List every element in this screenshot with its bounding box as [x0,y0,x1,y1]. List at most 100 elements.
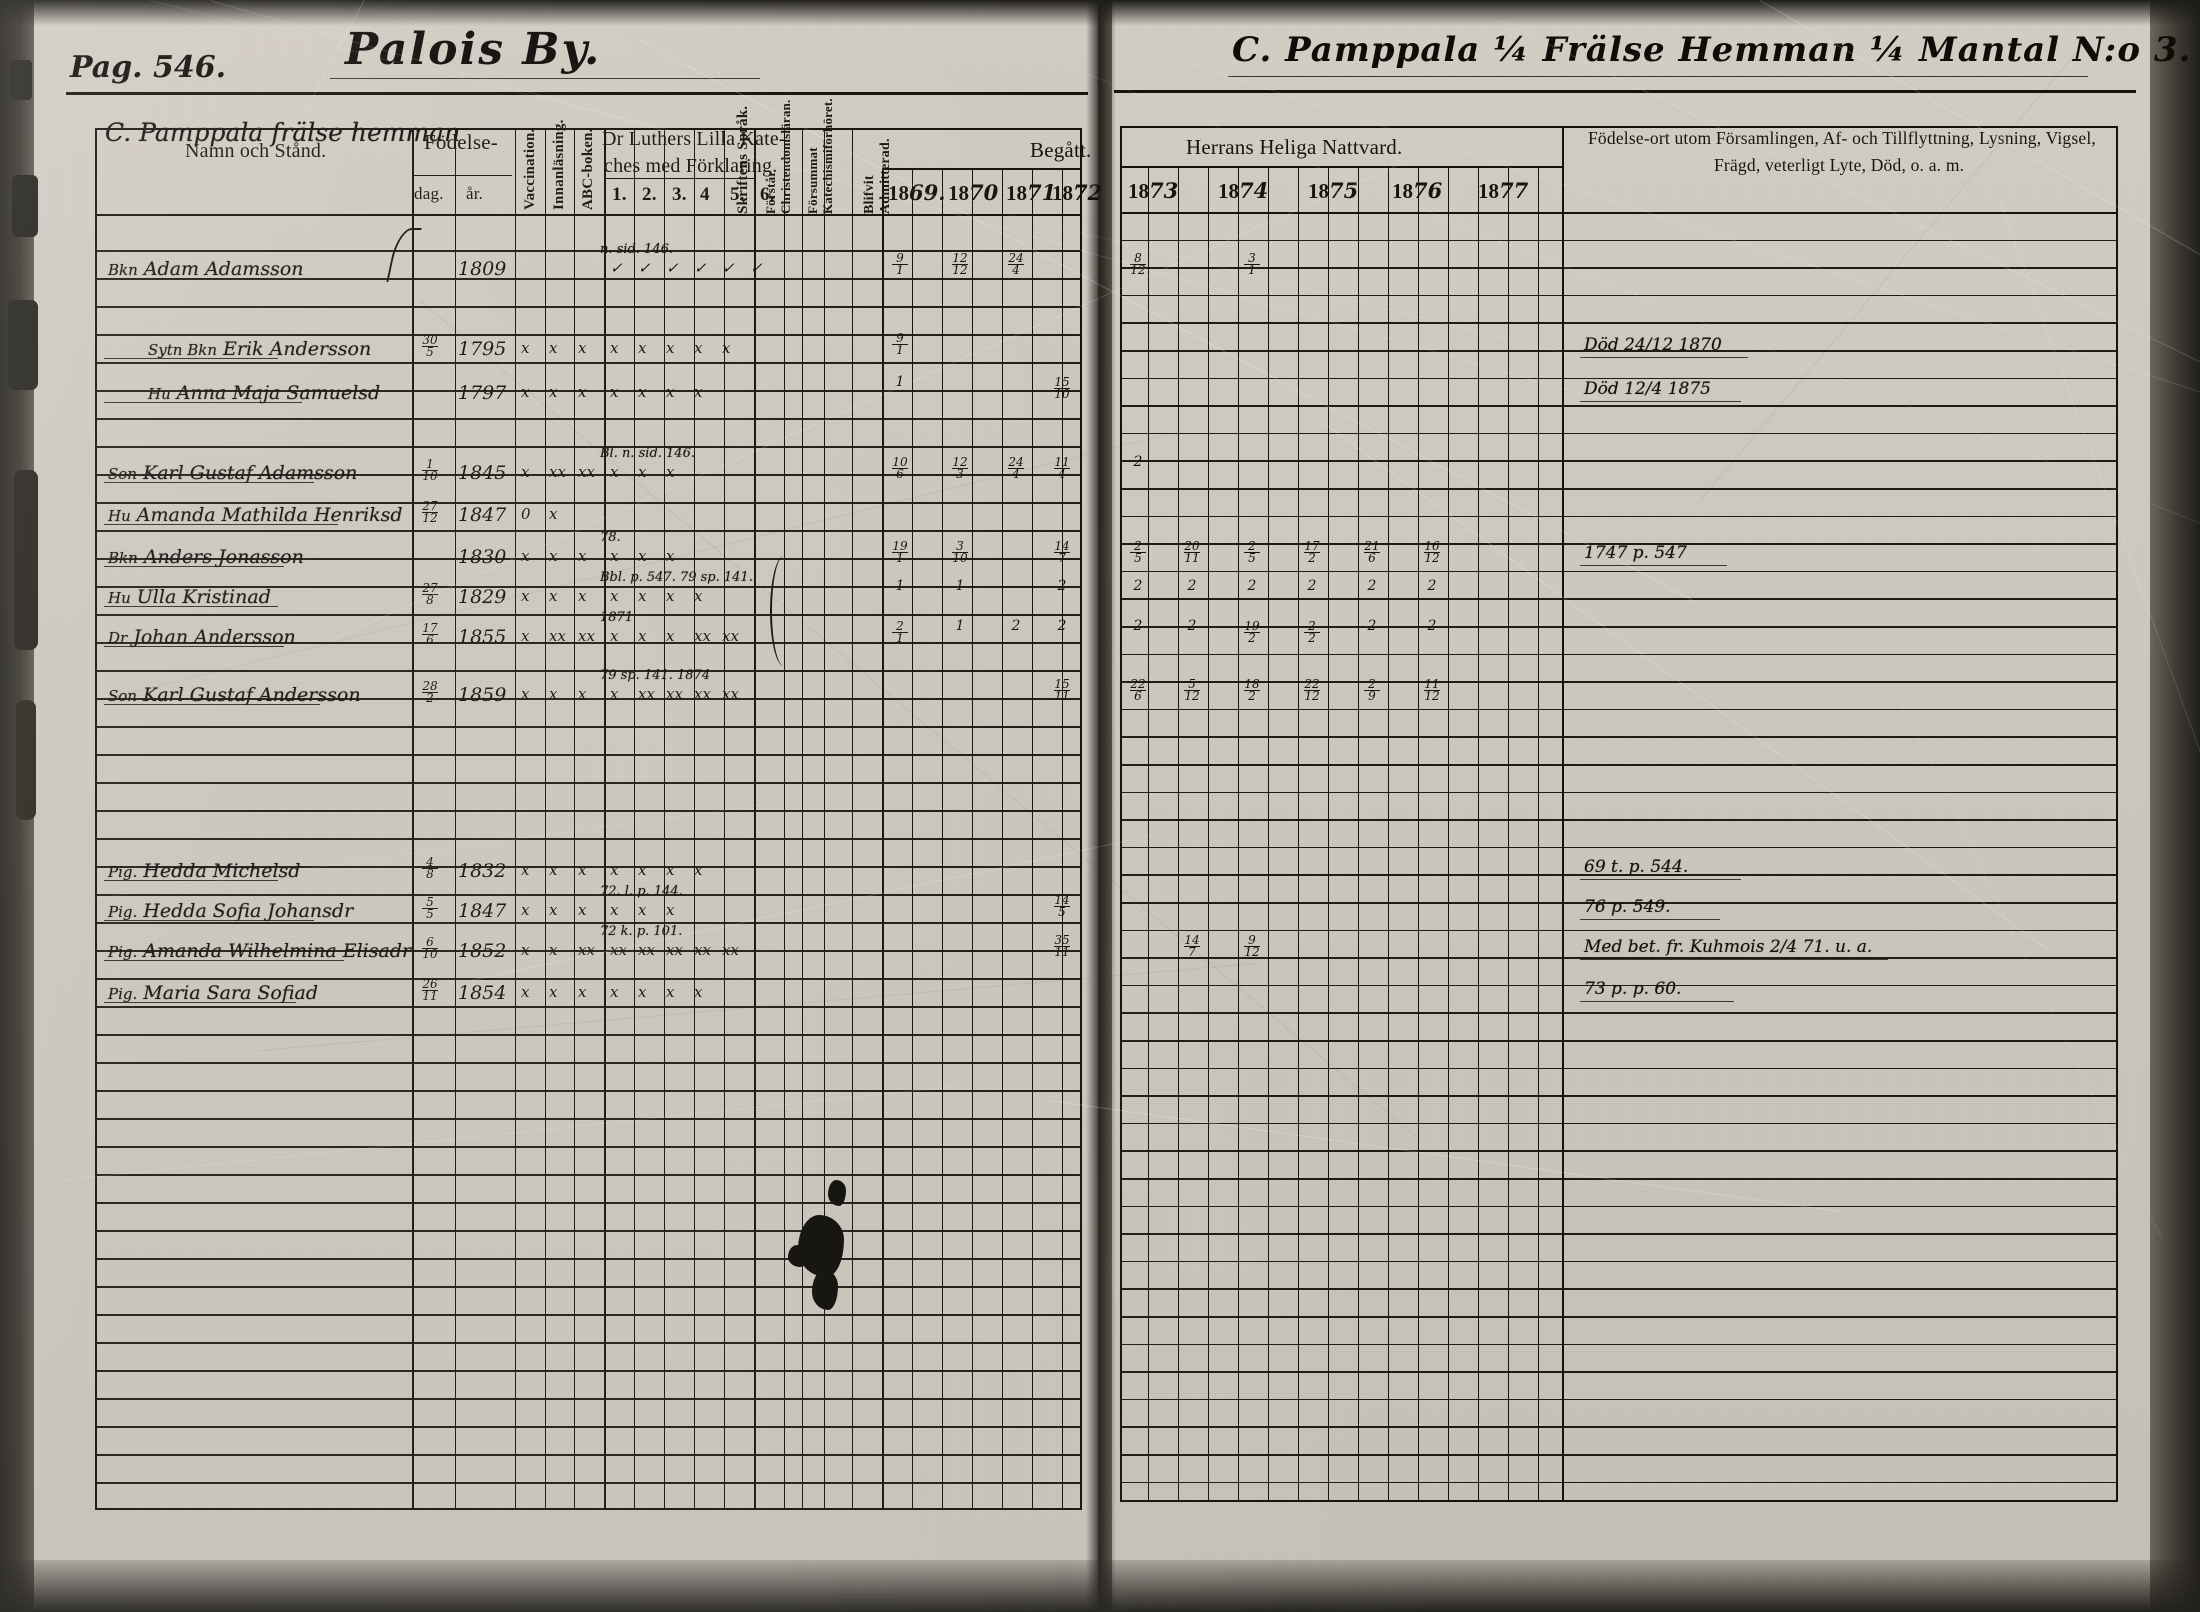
grid-line-h [95,558,1082,560]
grid-line-h [1120,488,2118,490]
year-header-1877: 1877 [1478,178,1529,203]
grid-line-h [95,866,1082,868]
catechism-3-r11: x [666,901,675,919]
grid-line-h [1120,294,2118,297]
row-name-r8: Dr Johan Andersson [108,626,296,648]
grid-line-v [1080,128,1082,1510]
grid-line-h [1120,1178,2118,1180]
grid-line-h [95,1230,1082,1232]
row-person-name-r4: Karl Gustaf Adamsson [136,462,358,484]
grid-line-h [95,698,1082,700]
birth-year-r5: 1847 [458,504,507,526]
grid-line-h [1120,957,2118,959]
catechism-3-r3: x [666,383,675,401]
farm-handwritten-overlay: C. Pamppala frälse hemman [105,118,461,147]
begatt-right-4-r7: 2 [1427,578,1437,594]
abc-r8: xx [578,627,595,645]
grid-line-h [1120,653,2118,656]
vaccination-r5: 0 [521,505,531,523]
page-number: Pag. 546. [70,50,227,85]
grid-line-v [754,128,756,1510]
catechism-note-r8: 1871 [600,610,634,625]
grid-line-h [1120,1095,2118,1097]
catechism-3-r13: x [666,983,675,1001]
forsummat-katechismi-col-header: Försummat Katechismiförhöret. [805,98,835,214]
begatt-left-3-r4: 11 4 [1054,455,1070,481]
grid-line-v [515,128,516,1510]
grid-line-h [95,670,1082,672]
grid-line-h [1120,929,2118,932]
right-page-title: C. Pamppala ¼ Frälse Hemman ¼ Mantal N:o… [1232,30,2192,70]
scratch-4 [979,30,2200,556]
catechism-header-line2: ches med Förklaring. [604,155,778,177]
birth-year-r7: 1829 [458,586,507,608]
catechism-2-r9: xx [638,685,655,703]
grid-line-h [1120,1205,2118,1208]
birth-year-r10: 1832 [458,860,507,882]
row-name-r12: Pig. Amanda Wilhelmina Elisadr [108,940,411,962]
catechism-num-1: 1. [612,184,627,205]
name-underline-r1 [104,278,272,280]
catechism-5-r2: x [722,339,731,357]
catechism-4-r1: ✓ [694,259,707,277]
name-underline-r11 [104,920,314,922]
begatt-left-3-r9: 15 11 [1054,677,1070,703]
innanlasning-r11: x [549,901,558,919]
row-title-r1: Bkn [108,261,138,279]
begatt-left-0-r3: 1 [895,374,905,390]
begatt-left-4-r9: 22 6 [1130,677,1146,703]
row-person-name-r12: Amanda Wilhelmina Elisadr [137,940,412,962]
catechism-3-r10: x [666,861,675,879]
grid-line-v [455,128,456,1510]
grid-line-v [1178,166,1179,1502]
notes-header-line1: Födelse-ort utom Församlingen, Af- och T… [1588,128,2096,148]
catechism-4-r9: xx [694,685,711,703]
vaccination-r12: x [521,941,530,959]
grid-line-h [95,810,1082,812]
vaccination-r10: x [521,861,530,879]
grid-line-h [95,726,1082,728]
grid-line-h [95,894,1082,896]
row-title-r9: Son [108,687,137,705]
year-header-1870: 1870 [948,180,999,205]
row-person-name-r8: Johan Andersson [127,626,296,648]
grid-line-h [1120,432,2118,435]
year-header-1876: 1876 [1392,178,1443,203]
begatt-right-0-r8: 2 [1187,618,1197,634]
innanlasning-r9: x [549,685,558,703]
grid-line-h [1120,267,2118,269]
row-person-name-r9: Karl Gustaf Andersson [136,684,361,706]
grid-line-h [95,782,1082,784]
catechism-note-r11: 72. l. p. 144. [600,884,683,899]
grid-line-h [95,334,1082,336]
catechism-note-r4: Bl. n. sid. 146. [600,446,695,461]
left-title-underline [330,78,760,79]
begatt-right-1-r12: 9 12 [1244,933,1260,959]
grid-line-h [1120,1150,2118,1152]
grid-line-h [95,502,1082,504]
grid-line-h [95,1454,1082,1456]
innanlasning-r2: x [549,339,558,357]
catechism-2-r7: x [638,587,647,605]
catechism-num-2: 2. [642,184,657,205]
grid-line-h [95,1146,1082,1148]
grid-line-v [824,128,825,1510]
dark-scratch-1 [419,300,1416,1137]
left-page-title: Palois By. [345,24,602,75]
row-person-name-r5: Amanda Mathilda Henriksd [130,504,403,526]
row-title-r12: Pig. [108,943,138,961]
grid-line-h [95,1398,1082,1400]
catechism-num-4: 4 [700,184,710,205]
begatt-left-1-r6: 3 10 [952,539,968,565]
grid-line-h [95,1314,1082,1316]
catechism-4-r13: x [694,983,703,1001]
vaccination-r8: x [521,627,530,645]
grid-line-h [1120,126,2118,128]
grid-line-h [95,306,1082,308]
note-r2: Död 24/12 1870 [1584,335,1722,355]
grid-line-h [882,168,1082,170]
row-person-name-r3: Anna Maja Samuelsd [170,382,381,404]
row-title-r3: Hu [148,385,171,403]
birth-year-r4: 1845 [458,462,507,484]
begatt-right-0-r7: 2 [1187,578,1197,594]
